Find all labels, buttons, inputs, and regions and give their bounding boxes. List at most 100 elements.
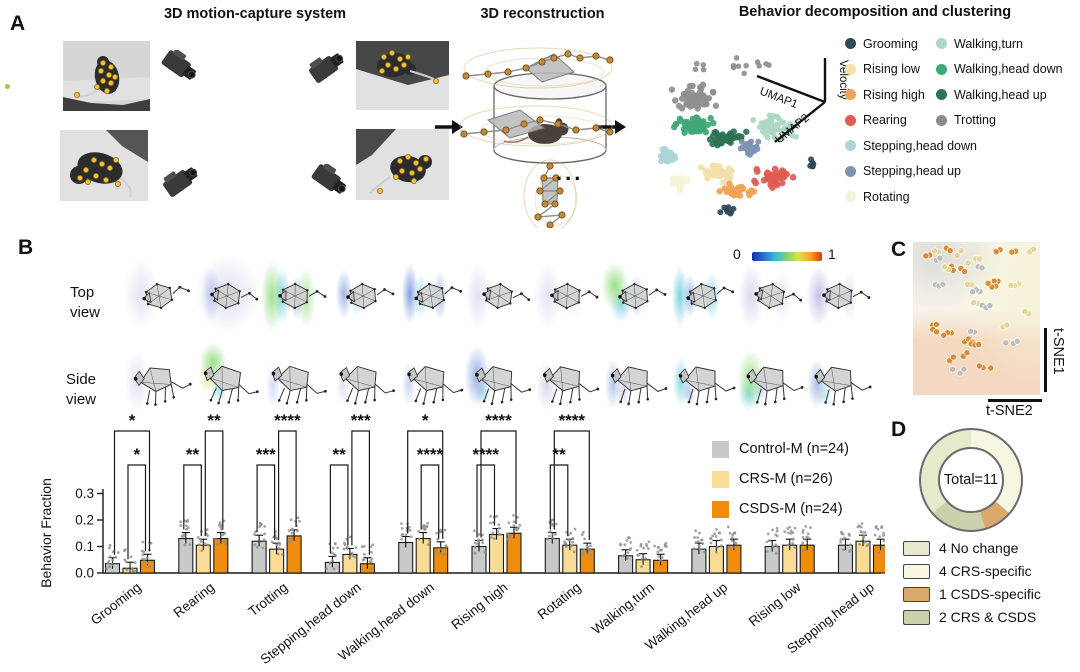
foot-dot [277, 399, 281, 402]
pose-glyph [754, 282, 803, 310]
camera-top [163, 171, 177, 183]
tsne-dot [975, 362, 983, 370]
data-point [809, 526, 812, 530]
tail-dot [450, 286, 454, 290]
mesh-edge [498, 284, 501, 297]
marker-dot [405, 153, 412, 160]
camera-icon [158, 48, 202, 89]
nose-dot [542, 373, 547, 378]
mesh-edge [769, 295, 772, 308]
data-point [573, 527, 577, 531]
pose-glyph [550, 282, 599, 310]
marker-dot [378, 67, 385, 74]
pose-skeleton-svg [542, 366, 600, 406]
data-point [880, 525, 884, 528]
data-point [516, 526, 520, 530]
pose-skeleton-svg [618, 282, 667, 310]
side-view-pose-10 [805, 342, 873, 420]
data-point [585, 544, 589, 548]
cluster-dot [767, 181, 774, 189]
data-point [660, 556, 664, 559]
data-point [363, 552, 366, 556]
data-point [362, 545, 366, 548]
head-wedge [754, 289, 764, 301]
donut-legend-item: 2 CRS & CSDS [903, 609, 1041, 625]
side-view-line2: view [66, 390, 97, 408]
significance-stars: ** [186, 445, 200, 464]
data-point [473, 551, 477, 555]
behavior-color-dot [845, 140, 856, 152]
cluster-dot [768, 115, 775, 122]
data-point [354, 546, 358, 549]
behavior-legend-item: Stepping,head down [845, 133, 977, 159]
cluster-dot [683, 178, 690, 185]
data-point [408, 528, 412, 532]
data-point [110, 563, 114, 566]
behavior-color-dot [936, 114, 947, 126]
joint-dot [688, 290, 692, 293]
cluster-dot [764, 126, 771, 133]
nose-dot [339, 372, 344, 376]
cluster-dot [692, 66, 699, 73]
tsne-dot [941, 263, 949, 271]
mesh-edge [566, 290, 580, 297]
skeleton-joint [552, 174, 560, 182]
side-view-pose-7 [601, 342, 669, 420]
side-view-pose-4 [397, 342, 465, 420]
head-wedge [142, 291, 152, 304]
skeleton-joint [550, 54, 558, 62]
tsne-dot [964, 280, 972, 288]
behavior-color-dot [845, 89, 856, 101]
data-point [629, 547, 633, 550]
joint-dot [485, 299, 488, 302]
behavior-legend-item: Trotting [936, 108, 1063, 134]
mesh-edge [226, 295, 239, 304]
data-point [490, 536, 494, 540]
data-point [498, 526, 501, 530]
head-wedge [475, 367, 486, 383]
tsne-dot [978, 264, 986, 272]
data-point [255, 545, 259, 549]
mesh-edge [145, 291, 160, 297]
cluster-dot [771, 133, 778, 140]
title-3d-reconstruction: 3D reconstruction [480, 6, 605, 22]
data-point [804, 524, 808, 528]
data-point [108, 543, 112, 547]
tsne-dot [1007, 281, 1015, 289]
data-point [775, 529, 779, 533]
side-view-pose-2 [261, 342, 329, 420]
data-point [640, 557, 644, 561]
top-view-line2: view [70, 303, 101, 321]
pose-skeleton-svg [550, 282, 599, 310]
data-point [270, 540, 274, 544]
umap-cluster-scatter [657, 55, 817, 217]
donut-legend-item: 4 CRS-specific [903, 563, 1041, 579]
mesh-edge [695, 366, 700, 392]
data-point [491, 531, 495, 535]
cluster-dot [687, 92, 694, 100]
foot-dot [824, 401, 827, 404]
mesh-edge [628, 366, 632, 391]
foot-dot [364, 400, 367, 404]
data-point [623, 543, 627, 547]
data-point [719, 538, 723, 542]
data-point [290, 531, 294, 535]
leg-line [551, 388, 558, 402]
y-tick-label: 0.0 [75, 566, 94, 581]
data-point [803, 548, 807, 552]
data-point [860, 522, 864, 526]
data-point [108, 546, 111, 550]
data-point [644, 557, 647, 560]
marker-dot [113, 156, 120, 163]
mesh-edge [497, 295, 500, 308]
cluster-dot [730, 128, 737, 135]
tail-dot [664, 387, 668, 390]
mesh-edge [554, 289, 568, 297]
x-category-label: Rotating [535, 580, 584, 623]
behavior-legend-label: Rising low [863, 62, 920, 77]
body-mesh [344, 365, 377, 392]
data-point [148, 565, 151, 568]
data-point [801, 531, 805, 535]
skeleton-joint [554, 120, 562, 128]
joint-dot [837, 306, 840, 310]
